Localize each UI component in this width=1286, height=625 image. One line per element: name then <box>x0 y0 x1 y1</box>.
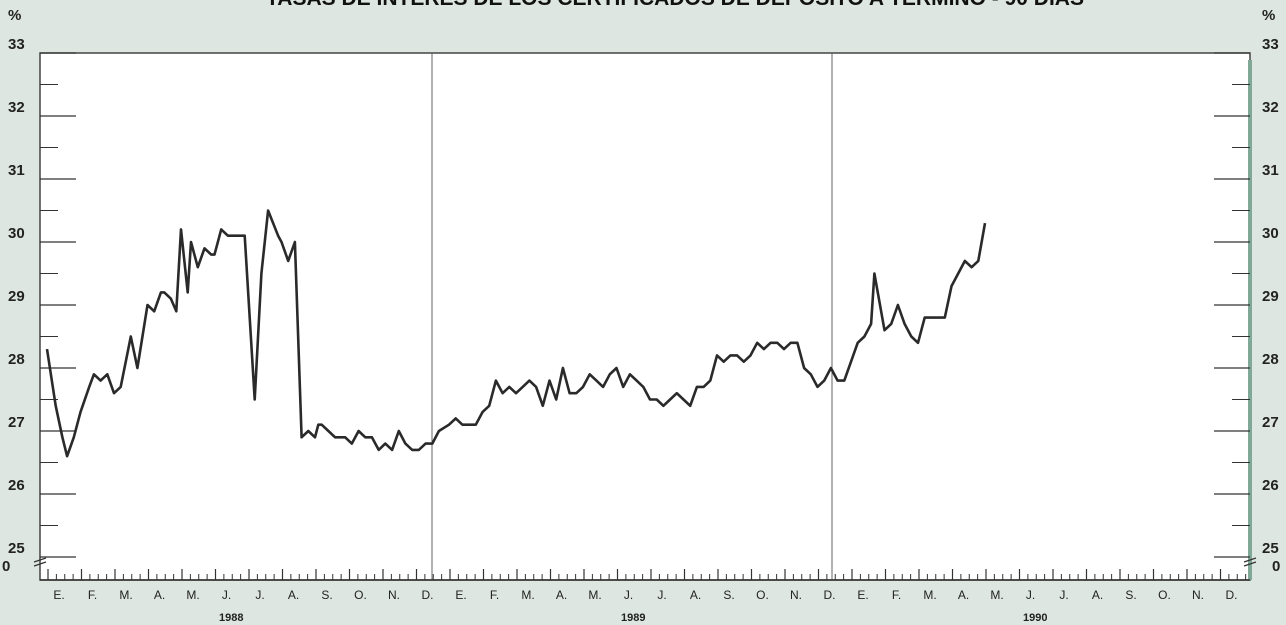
axis-break-left <box>33 557 47 567</box>
x-month-label: F. <box>490 588 499 602</box>
x-month-label: J. <box>624 588 633 602</box>
x-month-label: J. <box>255 588 264 602</box>
x-month-label: J. <box>1059 588 1068 602</box>
y-tick-label-right: 31 <box>1262 162 1279 179</box>
y-tick-label-right: 29 <box>1262 288 1279 305</box>
x-month-label: E. <box>455 588 466 602</box>
y-tick-label-left: 26 <box>8 477 25 494</box>
x-month-label: M. <box>588 588 601 602</box>
y-tick-label-left: 27 <box>8 414 25 431</box>
y-zero-label-right: 0 <box>1272 558 1280 575</box>
y-zero-label-left: 0 <box>2 558 10 575</box>
x-month-label: J. <box>1026 588 1035 602</box>
x-month-label: M. <box>521 588 534 602</box>
x-month-label: M. <box>186 588 199 602</box>
x-month-label: A. <box>556 588 567 602</box>
y-tick-label-right: 26 <box>1262 477 1279 494</box>
x-month-label: M. <box>990 588 1003 602</box>
x-month-label: F. <box>88 588 97 602</box>
y-tick-label-right: 28 <box>1262 351 1279 368</box>
y-tick-label-left: 33 <box>8 36 25 53</box>
series-line <box>45 209 987 458</box>
x-month-label: E. <box>857 588 868 602</box>
chart-title: TASAS DE INTERES DE LOS CERTIFICADOS DE … <box>266 0 1084 10</box>
x-month-label: A. <box>1092 588 1103 602</box>
y-tick-label-left: 28 <box>8 351 25 368</box>
x-year-label: 1990 <box>1023 612 1047 624</box>
y-tick-label-left: 25 <box>8 540 25 557</box>
x-month-label: J. <box>222 588 231 602</box>
x-month-label: A. <box>958 588 969 602</box>
x-month-label: A. <box>288 588 299 602</box>
y-tick-label-left: 31 <box>8 162 25 179</box>
x-month-label: O. <box>756 588 769 602</box>
axis-break-right <box>1243 557 1257 567</box>
y-unit-right: % <box>1262 7 1275 24</box>
y-tick-label-right: 25 <box>1262 540 1279 557</box>
y-tick-label-left: 32 <box>8 99 25 116</box>
x-month-label: O. <box>1158 588 1171 602</box>
x-month-label: D. <box>422 588 434 602</box>
x-month-label: D. <box>1226 588 1238 602</box>
x-month-label: A. <box>154 588 165 602</box>
x-month-label: M. <box>923 588 936 602</box>
x-month-label: D. <box>824 588 836 602</box>
x-year-label: 1989 <box>621 612 645 624</box>
y-tick-label-left: 29 <box>8 288 25 305</box>
data-series <box>45 209 987 458</box>
y-tick-label-left: 30 <box>8 225 25 242</box>
x-month-label: N. <box>790 588 802 602</box>
y-tick-label-right: 27 <box>1262 414 1279 431</box>
y-tick-label-right: 33 <box>1262 36 1279 53</box>
x-month-label: F. <box>892 588 901 602</box>
plot-area <box>39 52 1251 581</box>
x-month-label: S. <box>321 588 332 602</box>
y-unit-left: % <box>8 7 21 24</box>
x-axis: E. F. M. A. M. J. J. A. S. O. N. D. E. F. M. A. M. J. J. A.… <box>40 569 1250 624</box>
y-tick-label-right: 30 <box>1262 225 1279 242</box>
x-month-label: N. <box>1192 588 1204 602</box>
x-year-label: 1988 <box>219 612 243 624</box>
x-month-label: M. <box>119 588 132 602</box>
right-axis-bar <box>1248 60 1252 580</box>
x-month-label: N. <box>388 588 400 602</box>
x-month-label: S. <box>1125 588 1136 602</box>
x-month-label: J. <box>657 588 666 602</box>
x-month-label: S. <box>723 588 734 602</box>
x-month-label: O. <box>354 588 367 602</box>
x-month-label: E. <box>53 588 64 602</box>
x-month-label: A. <box>690 588 701 602</box>
y-tick-label-right: 32 <box>1262 99 1279 116</box>
